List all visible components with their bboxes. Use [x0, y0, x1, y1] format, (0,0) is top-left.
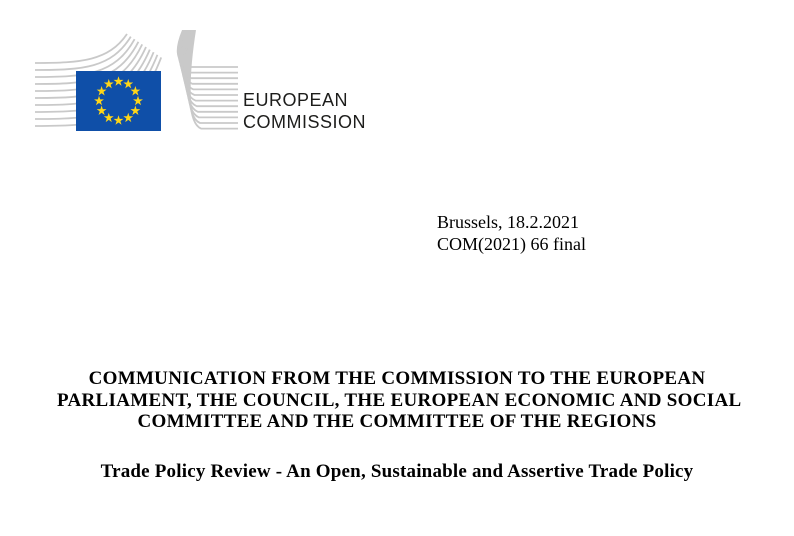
commission-curves-right-icon — [176, 30, 238, 130]
document-number: COM(2021) 66 final — [437, 233, 586, 254]
eu-flag-icon — [76, 71, 161, 131]
reference-block: Brussels, 18.2.2021 COM(2021) 66 final — [437, 212, 586, 255]
title-line-1: COMMUNICATION FROM THE COMMISSION TO THE… — [88, 368, 706, 389]
institution-name: EUROPEAN COMMISSION — [243, 89, 366, 133]
document-title: COMMUNICATION FROM THE COMMISSION TO THE… — [0, 368, 794, 433]
institution-name-line1: EUROPEAN — [243, 90, 349, 110]
place-date: Brussels, 18.2.2021 — [437, 212, 580, 232]
institution-name-line2: COMMISSION — [243, 112, 367, 132]
title-line-2: PARLIAMENT, THE COUNCIL, THE EUROPEAN EC… — [57, 389, 742, 411]
title-line-3: COMMITTEE AND THE COMMITTEE OF THE REGIO… — [137, 411, 657, 432]
document-subtitle: Trade Policy Review - An Open, Sustainab… — [100, 461, 694, 482]
